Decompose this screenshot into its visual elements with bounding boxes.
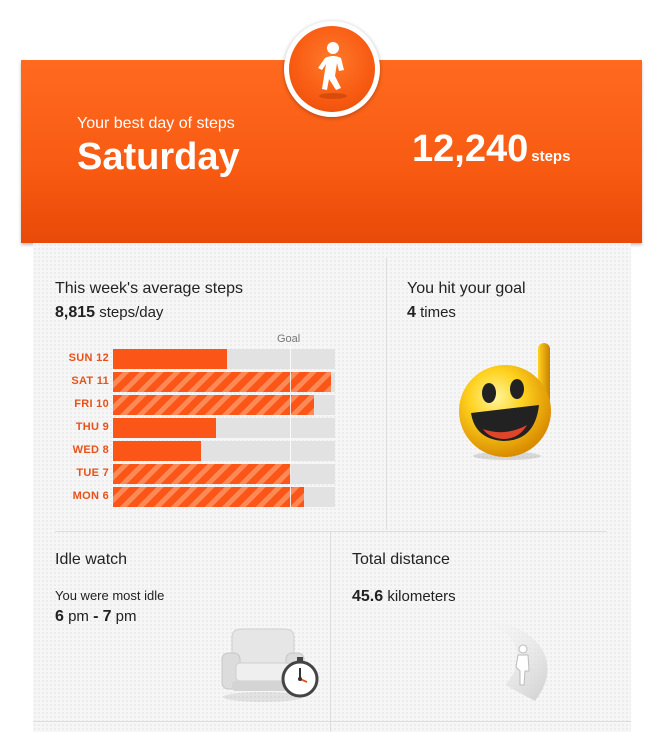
daily-steps-chart: Goal SUN 12 SAT 11 FRI 10 THU 9 WED 8 TUE 7 MO… bbox=[55, 333, 345, 508]
average-steps-title: This week's average steps bbox=[55, 280, 244, 297]
runner-icon bbox=[318, 42, 347, 99]
goal-label: Goal bbox=[277, 333, 301, 345]
chart-bar bbox=[113, 418, 216, 438]
idle-separator: - bbox=[93, 608, 99, 625]
divider bbox=[330, 532, 331, 732]
chart-bar-track bbox=[113, 418, 335, 438]
goal-value: 4 times bbox=[407, 304, 456, 322]
chart-bar bbox=[113, 464, 291, 484]
best-day-name: Saturday bbox=[77, 136, 240, 178]
chart-bar-track bbox=[113, 372, 335, 392]
chart-day-label: WED 8 bbox=[72, 444, 109, 456]
chart-row: FRI 10 bbox=[55, 395, 345, 415]
distance-unit: kilometers bbox=[387, 588, 456, 605]
best-day-steps: 12,240 steps bbox=[412, 128, 570, 171]
idle-start: 6 bbox=[55, 608, 64, 625]
chart-bar-track bbox=[113, 487, 335, 507]
chart-bar bbox=[113, 441, 201, 461]
weekly-summary-panel: This week's average steps 8,815 steps/da… bbox=[33, 243, 631, 732]
chart-day-label: TUE 7 bbox=[76, 467, 109, 479]
average-steps-unit: steps/day bbox=[99, 304, 164, 321]
best-day-steps-value: 12,240 bbox=[412, 128, 529, 170]
chart-bar bbox=[113, 349, 227, 369]
best-day-label: Your best day of steps bbox=[77, 115, 235, 132]
chart-row: SUN 12 bbox=[55, 349, 345, 369]
goal-count: 4 bbox=[407, 304, 416, 321]
idle-start-unit: pm bbox=[68, 608, 89, 625]
idle-watch-title: Idle watch bbox=[55, 551, 128, 568]
divider bbox=[386, 258, 387, 530]
chart-day-label: THU 9 bbox=[75, 421, 109, 433]
average-steps-number: 8,815 bbox=[55, 304, 96, 321]
total-distance-title: Total distance bbox=[352, 551, 450, 568]
chart-row: MON 6 bbox=[55, 487, 345, 507]
idle-subtitle: You were most idle bbox=[55, 588, 165, 603]
total-distance-value: 45.6 kilometers bbox=[352, 588, 456, 606]
distance-number: 45.6 bbox=[352, 588, 384, 605]
goal-unit: times bbox=[420, 304, 456, 321]
divider bbox=[33, 721, 631, 722]
chart-day-label: SAT 11 bbox=[71, 375, 109, 387]
goal-title: You hit your goal bbox=[407, 280, 526, 297]
smiley-thumbs-up-icon bbox=[459, 343, 551, 460]
chart-row: SAT 11 bbox=[55, 372, 345, 392]
chart-bar bbox=[113, 372, 331, 392]
idle-end-unit: pm bbox=[115, 608, 137, 625]
runner-badge bbox=[284, 21, 380, 117]
chart-day-label: FRI 10 bbox=[74, 398, 109, 410]
chart-goal-line bbox=[290, 345, 291, 508]
chart-bar bbox=[113, 487, 304, 507]
average-steps-value: 8,815 steps/day bbox=[55, 304, 163, 322]
chart-bar bbox=[113, 395, 314, 415]
chart-bar-track bbox=[113, 464, 335, 484]
chart-row: THU 9 bbox=[55, 418, 345, 438]
idle-time-range: 6 pm - 7 pm bbox=[55, 608, 137, 626]
chart-bar-track bbox=[113, 349, 335, 369]
chart-bar-track bbox=[113, 441, 335, 461]
chart-row: TUE 7 bbox=[55, 464, 345, 484]
best-day-steps-unit: steps bbox=[531, 148, 571, 165]
divider bbox=[55, 531, 607, 532]
chart-day-label: SUN 12 bbox=[68, 352, 109, 364]
idle-end: 7 bbox=[102, 608, 112, 625]
chart-bar-track bbox=[113, 395, 335, 415]
chart-day-label: MON 6 bbox=[72, 490, 109, 502]
chart-row: WED 8 bbox=[55, 441, 345, 461]
armchair-stopwatch-icon bbox=[221, 628, 319, 702]
walker-road-icon bbox=[475, 621, 548, 701]
